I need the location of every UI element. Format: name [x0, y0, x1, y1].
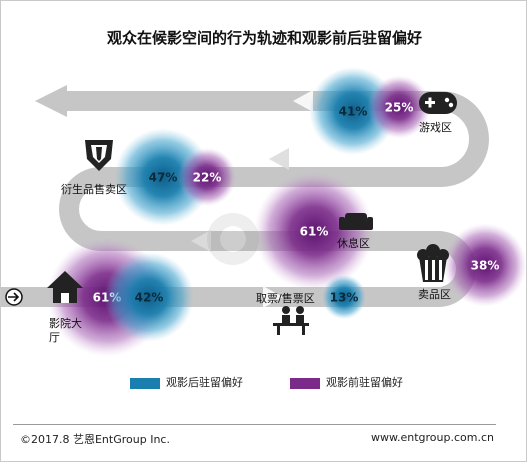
bubble-value-label: 38% [471, 259, 500, 273]
watermark-logo [207, 213, 259, 265]
footer-url: www.entgroup.com.cn [371, 431, 494, 444]
bubble-value-label: 61% [300, 225, 329, 239]
path-arrow-head [35, 85, 67, 117]
bubble-ticket-after: 13% [321, 274, 367, 320]
zone-label-ticket: 取票/售票区 [256, 292, 315, 305]
ticket-counter-icon [273, 306, 309, 335]
bubble-merch-before: 22% [177, 147, 237, 207]
chart-title: 观众在候影空间的行为轨迹和观影前后驻留偏好 [106, 29, 422, 47]
zone-label-food: 卖品区 [418, 288, 451, 301]
bubble-rest-before: 61% [254, 171, 374, 291]
popcorn-icon [417, 244, 449, 282]
zone-label-rest: 休息区 [337, 237, 370, 250]
bubble-mark [177, 147, 237, 207]
zone-label-lobby: 影院大厅 [49, 317, 82, 344]
bubble-merch-after: 47% [114, 128, 212, 226]
gamepad-icon [419, 92, 457, 114]
footer-copyright: ©2017.8 艺恩EntGroup Inc. [20, 433, 170, 446]
transformers-logo-icon [85, 140, 113, 171]
legend-item-before: 观影前驻留偏好 [290, 374, 403, 390]
bubble-game-before: 25% [367, 75, 431, 139]
bubble-value-label: 41% [339, 105, 368, 119]
bubble-value-label: 22% [193, 171, 222, 185]
path-chevron [191, 230, 211, 252]
bubble-layer: 61%38%61%42%47%22%41%25%13% [47, 67, 526, 357]
path-chevron [269, 148, 289, 170]
bubble-lobby-after: 42% [104, 252, 194, 342]
bubble-mark [104, 252, 194, 342]
bubble-value-label: 13% [330, 291, 359, 305]
bubble-value-label: 25% [385, 101, 414, 115]
path-chevron [263, 286, 283, 308]
zone-label-merch: 衍生品售卖区 [61, 183, 127, 196]
bubble-mark [254, 171, 374, 291]
house-icon [47, 271, 83, 303]
sofa-icon [339, 213, 373, 230]
bubble-mark [321, 274, 367, 320]
legend-swatch-after [130, 377, 160, 389]
legend-label-after: 观影后驻留偏好 [166, 376, 243, 389]
legend-swatch-before [290, 377, 320, 389]
enter-arrow-icon [5, 288, 23, 306]
zone-label-game: 游戏区 [419, 121, 452, 134]
legend-item-after: 观影后驻留偏好 [130, 374, 243, 390]
legend-label-before: 观影前驻留偏好 [326, 376, 403, 389]
footer-divider [13, 424, 496, 425]
path-chevron [293, 90, 313, 112]
bubble-mark [114, 128, 212, 226]
bubble-mark [367, 75, 431, 139]
bubble-value-label: 47% [149, 171, 178, 185]
bubble-value-label: 42% [135, 291, 164, 305]
bubble-mark [443, 223, 526, 307]
bubble-food-before: 38% [443, 223, 526, 307]
